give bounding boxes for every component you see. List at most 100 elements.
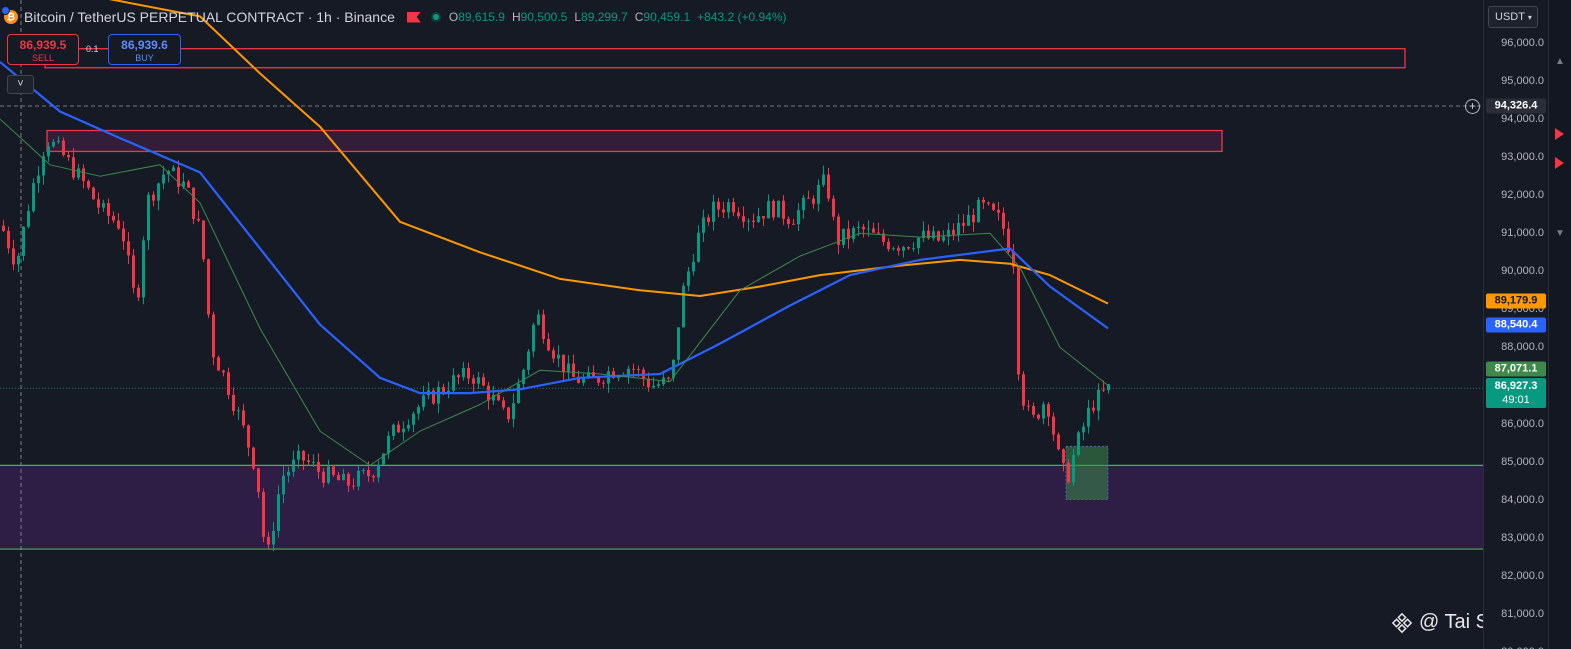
candle	[742, 206, 745, 228]
candle	[262, 488, 265, 543]
candle	[807, 190, 810, 199]
candle	[292, 450, 295, 478]
candle	[922, 221, 925, 242]
candle	[307, 453, 310, 466]
candle	[497, 390, 500, 402]
candle	[477, 371, 480, 389]
alert-marker-icon[interactable]	[1555, 157, 1564, 169]
candle	[172, 164, 175, 172]
add-alert-plus-icon[interactable]: +	[1465, 99, 1480, 114]
candle	[1097, 383, 1100, 421]
candle	[902, 246, 905, 258]
candle	[762, 215, 765, 226]
support-zone	[0, 465, 1483, 550]
ohlc-legend: O89,615.9 H90,500.5 L89,299.7 C90,459.1 …	[448, 10, 787, 24]
candle	[37, 166, 40, 193]
candle	[537, 309, 540, 326]
candle	[267, 531, 270, 549]
moving-average-green	[0, 118, 1109, 466]
candle	[132, 249, 135, 294]
candle	[897, 245, 900, 256]
candle	[817, 179, 820, 212]
scroll-up-icon[interactable]: ▲	[1555, 56, 1565, 67]
last-price: 86,927.3	[1494, 380, 1538, 392]
price-tick-label: 80,000.0	[1501, 646, 1544, 649]
candle	[122, 220, 125, 250]
candle	[782, 195, 785, 225]
candle	[287, 466, 290, 483]
candle	[467, 362, 470, 385]
candle	[582, 373, 585, 386]
alert-marker-icon[interactable]	[1555, 128, 1564, 140]
candle	[992, 202, 995, 211]
candle	[757, 207, 760, 223]
price-tick-label: 88,000.0	[1501, 341, 1544, 354]
candle	[337, 471, 340, 481]
candle	[777, 200, 780, 218]
candle	[962, 214, 965, 233]
candle	[212, 311, 215, 366]
candle	[702, 209, 705, 243]
bitcoin-logo-icon: ₿	[1, 6, 18, 24]
candle	[672, 359, 675, 382]
sell-button[interactable]: 86,939.5 SELL	[7, 34, 79, 65]
candle	[72, 148, 75, 181]
candle	[502, 396, 505, 410]
price-axis[interactable]: USDT ▾ 96,000.0 95,000.0 94,000.0 93,000.0 9…	[1483, 0, 1548, 649]
candle	[447, 381, 450, 399]
candle	[1032, 402, 1035, 418]
candle	[102, 199, 105, 212]
candle	[1037, 413, 1040, 421]
candle	[802, 194, 805, 219]
last-price-tag: 86,927.3 49:01	[1486, 378, 1546, 408]
candle	[677, 327, 680, 365]
candle	[747, 218, 750, 232]
scroll-down-icon[interactable]: ▼	[1555, 228, 1565, 239]
buy-button[interactable]: 86,939.6 BUY	[108, 34, 181, 65]
candle	[987, 201, 990, 206]
candle	[1047, 401, 1050, 426]
candle	[272, 522, 275, 552]
candle	[1092, 400, 1095, 414]
candle	[302, 450, 305, 471]
candle	[1057, 432, 1060, 451]
candle	[712, 194, 715, 231]
candle	[917, 237, 920, 255]
candle	[397, 420, 400, 433]
candle	[482, 373, 485, 387]
open-value: 89,615.9	[458, 10, 505, 24]
chart-area[interactable]: ₿ Bitcoin / TetherUS PERPETUAL CONTRACT …	[0, 0, 1483, 649]
candle	[142, 236, 145, 305]
candle	[372, 474, 375, 483]
candles-layer	[2, 136, 1110, 552]
candle	[877, 222, 880, 235]
candle	[707, 214, 710, 226]
candle	[297, 444, 300, 468]
market-status-icon	[430, 12, 441, 22]
candle	[532, 322, 535, 358]
candle	[1107, 383, 1110, 394]
candle	[42, 151, 45, 185]
candle	[417, 404, 420, 420]
candle	[207, 258, 210, 319]
price-chart[interactable]	[0, 0, 1483, 649]
candle	[507, 406, 510, 423]
price-tick-label: 82,000.0	[1501, 569, 1544, 582]
collapse-chevron-button[interactable]: ˅	[7, 75, 34, 94]
candle	[512, 393, 515, 428]
symbol-title[interactable]: Bitcoin / TetherUS PERPETUAL CONTRACT · …	[24, 9, 395, 25]
ma-orange-price-tag: 89,179.9	[1486, 293, 1546, 309]
candle	[347, 472, 350, 493]
candle	[462, 361, 465, 381]
candle	[892, 246, 895, 251]
candle	[242, 404, 245, 428]
candle	[147, 192, 150, 250]
sell-price: 86,939.5	[19, 38, 67, 52]
currency-selector[interactable]: USDT ▾	[1488, 6, 1538, 28]
candle	[277, 485, 280, 538]
candle	[1002, 207, 1005, 236]
flag-icon[interactable]	[406, 11, 421, 23]
chart-header: ₿ Bitcoin / TetherUS PERPETUAL CONTRACT …	[1, 6, 787, 27]
candle	[402, 421, 405, 441]
price-tick-label: 83,000.0	[1501, 531, 1544, 544]
